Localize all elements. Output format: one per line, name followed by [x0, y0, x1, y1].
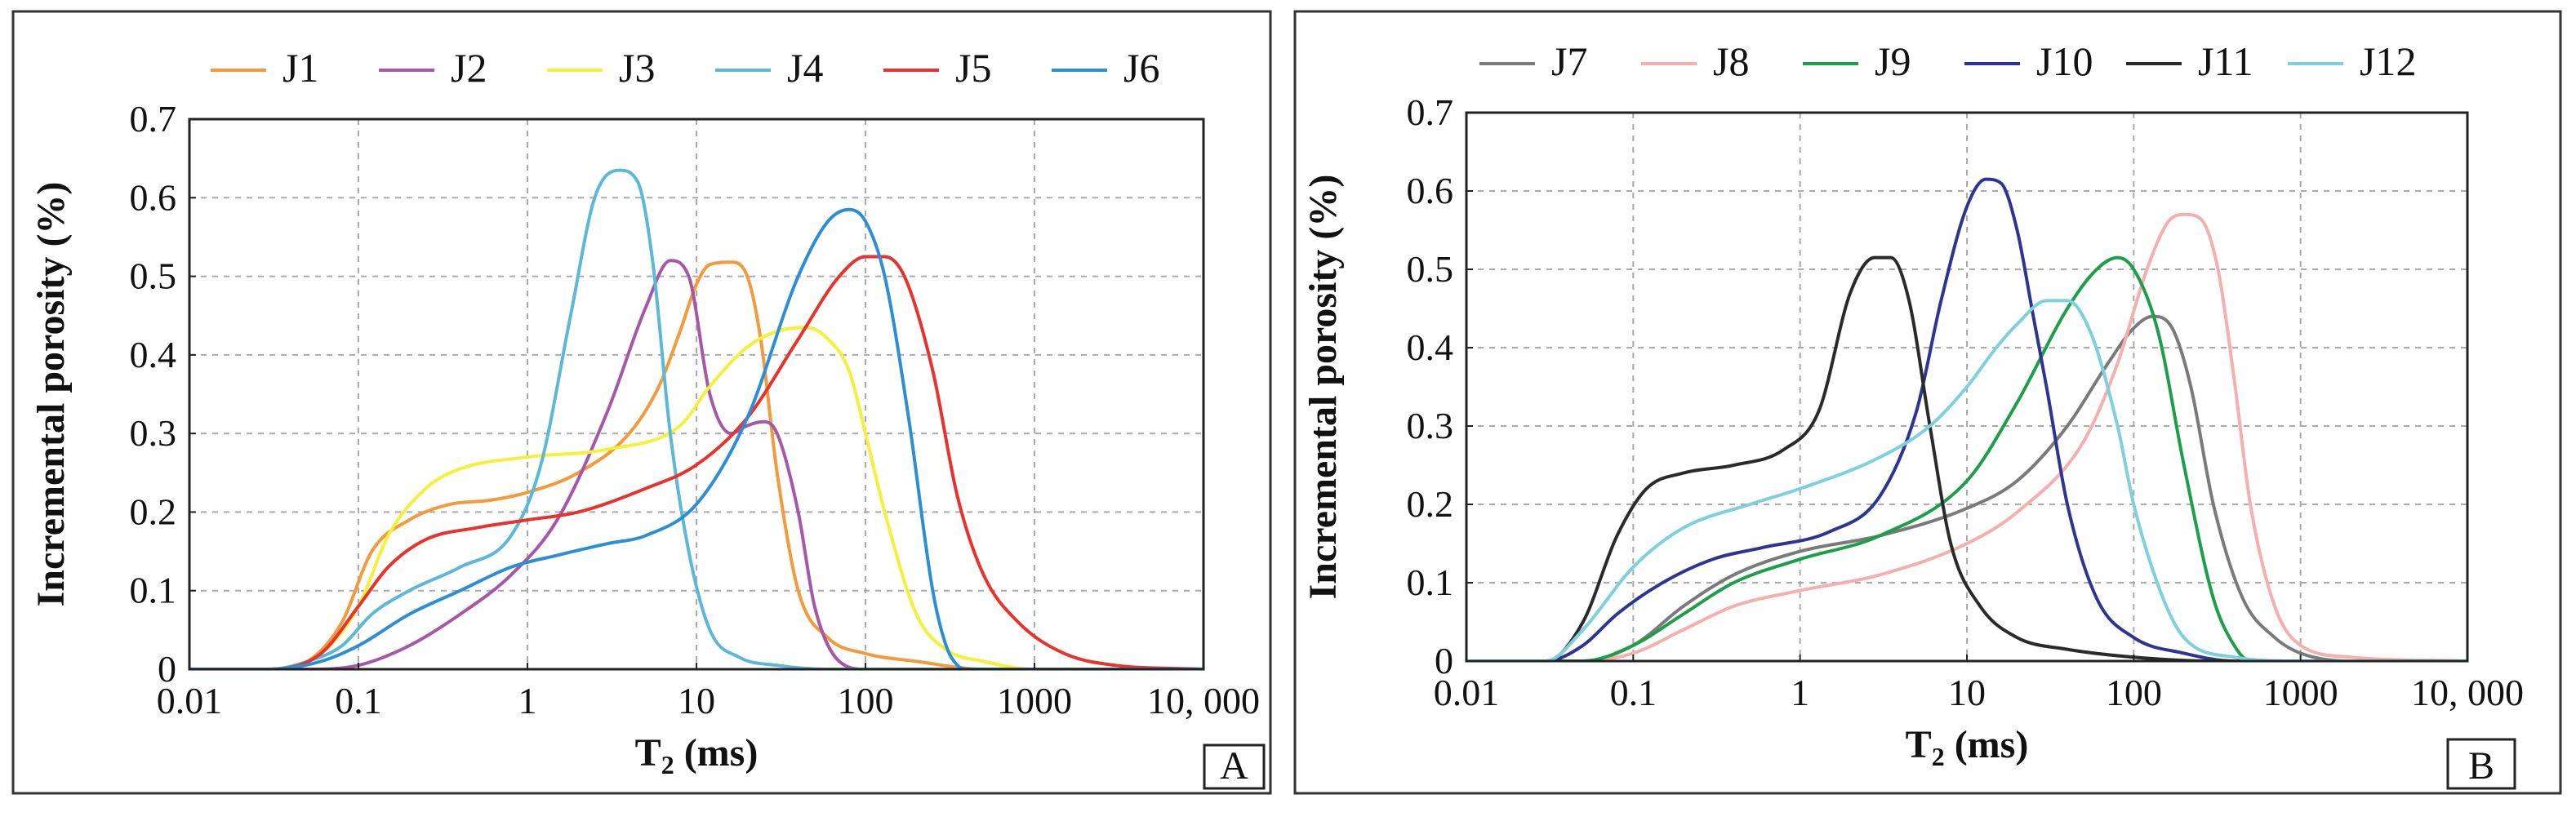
- legend: J1 J2 J3 J4 J5 J6: [211, 45, 1159, 91]
- legend-label-j8: J8: [1713, 38, 1749, 84]
- y-tick-label: 0.4: [130, 334, 177, 375]
- legend-label-j10: J10: [2036, 38, 2093, 84]
- legend-label-j11: J11: [2198, 38, 2253, 84]
- y-tick-label: 0.3: [130, 412, 177, 454]
- y-tick-label: 0.2: [1407, 483, 1454, 525]
- series-line-j9: [1466, 255, 2467, 661]
- x-axis-title: T2 (ms): [635, 731, 759, 779]
- x-tick-label: 0.1: [335, 680, 382, 721]
- x-tick-label: 1: [518, 680, 537, 721]
- y-axis-title: Incremental porosity (%): [29, 182, 73, 607]
- panel-label-box: [1203, 743, 1266, 790]
- x-tick-label: 10: [678, 680, 715, 721]
- legend-label-j4: J4: [787, 45, 823, 91]
- x-tick-label: 10: [1948, 672, 1986, 713]
- x-tick-label: 10, 000: [2411, 672, 2524, 713]
- legend-label-j1: J1: [283, 45, 318, 91]
- y-tick-label: 0.5: [130, 255, 177, 297]
- legend-label-j3: J3: [619, 45, 655, 91]
- panel-frame: [11, 10, 1272, 795]
- panel-label-box: [2446, 738, 2516, 790]
- y-tick-label: 0.4: [1407, 326, 1454, 368]
- x-tick-label: 100: [2106, 672, 2162, 713]
- series-line-j6: [189, 207, 1203, 669]
- legend-label-j2: J2: [451, 45, 487, 91]
- panel-b: 0.01 0.1 1 10 100 1000 10, 000 0 0.1 0.2 0.3 0.4 0.5…: [1293, 10, 2562, 795]
- y-tick-label: 0.3: [1407, 405, 1454, 446]
- series-line-j5: [189, 255, 1203, 669]
- x-tick-label: 1: [1791, 672, 1809, 713]
- y-tick-label: 0.5: [1407, 248, 1454, 290]
- series-line-j10: [1466, 177, 2467, 661]
- y-tick-label: 0: [158, 648, 176, 690]
- legend: J7 J8 J9 J10 J11 J12: [1479, 38, 2416, 84]
- y-tick-label: 0.1: [1407, 561, 1454, 603]
- series-line-j12: [1466, 299, 2467, 661]
- legend-label-j12: J12: [2360, 38, 2416, 84]
- series-line-j3: [189, 326, 1203, 669]
- x-tick-label: 1000: [2263, 672, 2338, 713]
- y-tick-label: 0.7: [130, 98, 177, 140]
- series-line-j2: [189, 259, 1203, 669]
- series-layer: [189, 168, 1203, 669]
- x-tick-label: 10, 000: [1147, 680, 1260, 721]
- y-tick-label: 0.1: [130, 570, 177, 611]
- y-tick-label: 0.2: [130, 490, 177, 532]
- legend-label-j9: J9: [1875, 38, 1911, 84]
- x-axis-title: T2 (ms): [1906, 723, 2029, 771]
- y-tick-label: 0.6: [1407, 170, 1454, 211]
- y-tick-label: 0.7: [1407, 91, 1454, 133]
- legend-label-j7: J7: [1551, 38, 1587, 84]
- x-tick-label: 0.01: [157, 680, 223, 721]
- x-tick-label: 100: [838, 680, 894, 721]
- series-line-j8: [1466, 212, 2467, 661]
- panel-a: 0.01 0.1 1 10 100 1000 10, 000 0 0.1 0.2 0.3 0.4 0.5…: [11, 10, 1272, 795]
- y-tick-label: 0: [1435, 640, 1453, 681]
- legend-label-j6: J6: [1123, 45, 1159, 91]
- x-tick-label: 0.01: [1434, 672, 1500, 713]
- x-tick-label: 1000: [997, 680, 1072, 721]
- y-axis-title: Incremental porosity (%): [1301, 175, 1345, 600]
- legend-label-j5: J5: [955, 45, 991, 91]
- panel-label: A: [1220, 744, 1248, 788]
- y-tick-label: 0.6: [130, 176, 177, 218]
- panel-label: B: [2468, 744, 2494, 788]
- panel-frame: [1293, 10, 2562, 795]
- x-tick-label: 0.1: [1610, 672, 1657, 713]
- series-line-j1: [189, 260, 1203, 669]
